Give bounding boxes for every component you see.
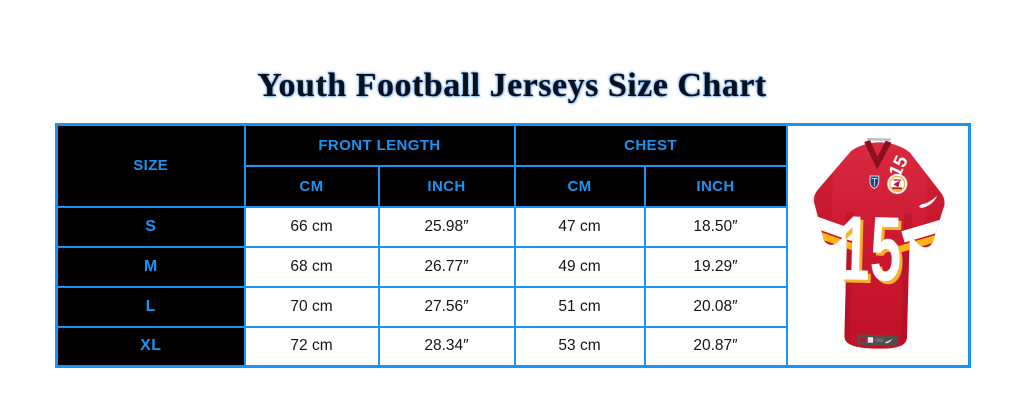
chest-cm-cell: 51 cm <box>513 285 646 328</box>
svg-text:15: 15 <box>837 197 902 301</box>
header-front-cm: CM <box>243 164 380 208</box>
front-inch-cell: 27.56″ <box>377 285 516 328</box>
left-shoulder-number: 15 <box>815 139 841 165</box>
football-jersey-image: 15 15 <box>809 137 946 350</box>
jersey-number: 15 15 <box>837 197 905 304</box>
hanger-line <box>866 137 891 141</box>
front-cm-cell: 70 cm <box>243 285 380 328</box>
header-chest-cm: CM <box>513 164 646 208</box>
size-cell: L <box>55 285 246 328</box>
jock-tag <box>856 333 898 346</box>
table-row-l: L 70 cm 27.56″ 51 cm 20.08″ <box>55 285 970 328</box>
front-inch-cell: 28.34″ <box>377 325 516 368</box>
size-cell: XL <box>55 325 246 368</box>
size-cell: S <box>55 205 246 248</box>
header-front-inch: INCH <box>377 164 516 208</box>
table-row-m: M 68 cm 26.77″ 49 cm 19.29″ <box>55 245 970 288</box>
chest-inch-cell: 18.50″ <box>643 205 788 248</box>
front-cm-cell: 66 cm <box>243 205 380 248</box>
chest-cm-cell: 53 cm <box>513 325 646 368</box>
page-title: Youth Football Jerseys Size Chart <box>257 66 767 104</box>
chest-cm-cell: 47 cm <box>513 205 646 248</box>
svg-text:15: 15 <box>840 200 905 304</box>
header-chest: CHEST <box>513 123 788 167</box>
nfl-shield-icon <box>869 174 880 189</box>
front-cm-cell: 72 cm <box>243 325 380 368</box>
table-row-s: S 66 cm 25.98″ 47 cm 18.50″ <box>55 205 970 248</box>
jersey-image-container: 15 15 <box>788 129 969 363</box>
header-chest-inch: INCH <box>643 164 788 208</box>
v-neck-collar <box>863 139 892 170</box>
front-cm-cell: 68 cm <box>243 245 380 288</box>
size-cell: M <box>55 245 246 288</box>
size-chart-table: SIZE FRONT LENGTH CHEST <box>55 123 972 368</box>
front-inch-cell: 26.77″ <box>377 245 516 288</box>
chest-inch-cell: 19.29″ <box>643 245 788 288</box>
front-inch-cell: 25.98″ <box>377 205 516 248</box>
team-patch-icon <box>886 173 908 194</box>
header-size: SIZE <box>55 123 246 208</box>
chest-inch-cell: 20.87″ <box>643 325 788 368</box>
chest-inch-cell: 20.08″ <box>643 285 788 328</box>
chest-cm-cell: 49 cm <box>513 245 646 288</box>
table-row-xl: XL 72 cm 28.34″ 53 cm 20.87″ <box>55 325 970 368</box>
jersey-photo: 15 15 <box>785 123 971 368</box>
header-front-length: FRONT LENGTH <box>243 123 516 167</box>
nike-swoosh-icon <box>919 195 937 208</box>
svg-text:15: 15 <box>815 139 841 165</box>
